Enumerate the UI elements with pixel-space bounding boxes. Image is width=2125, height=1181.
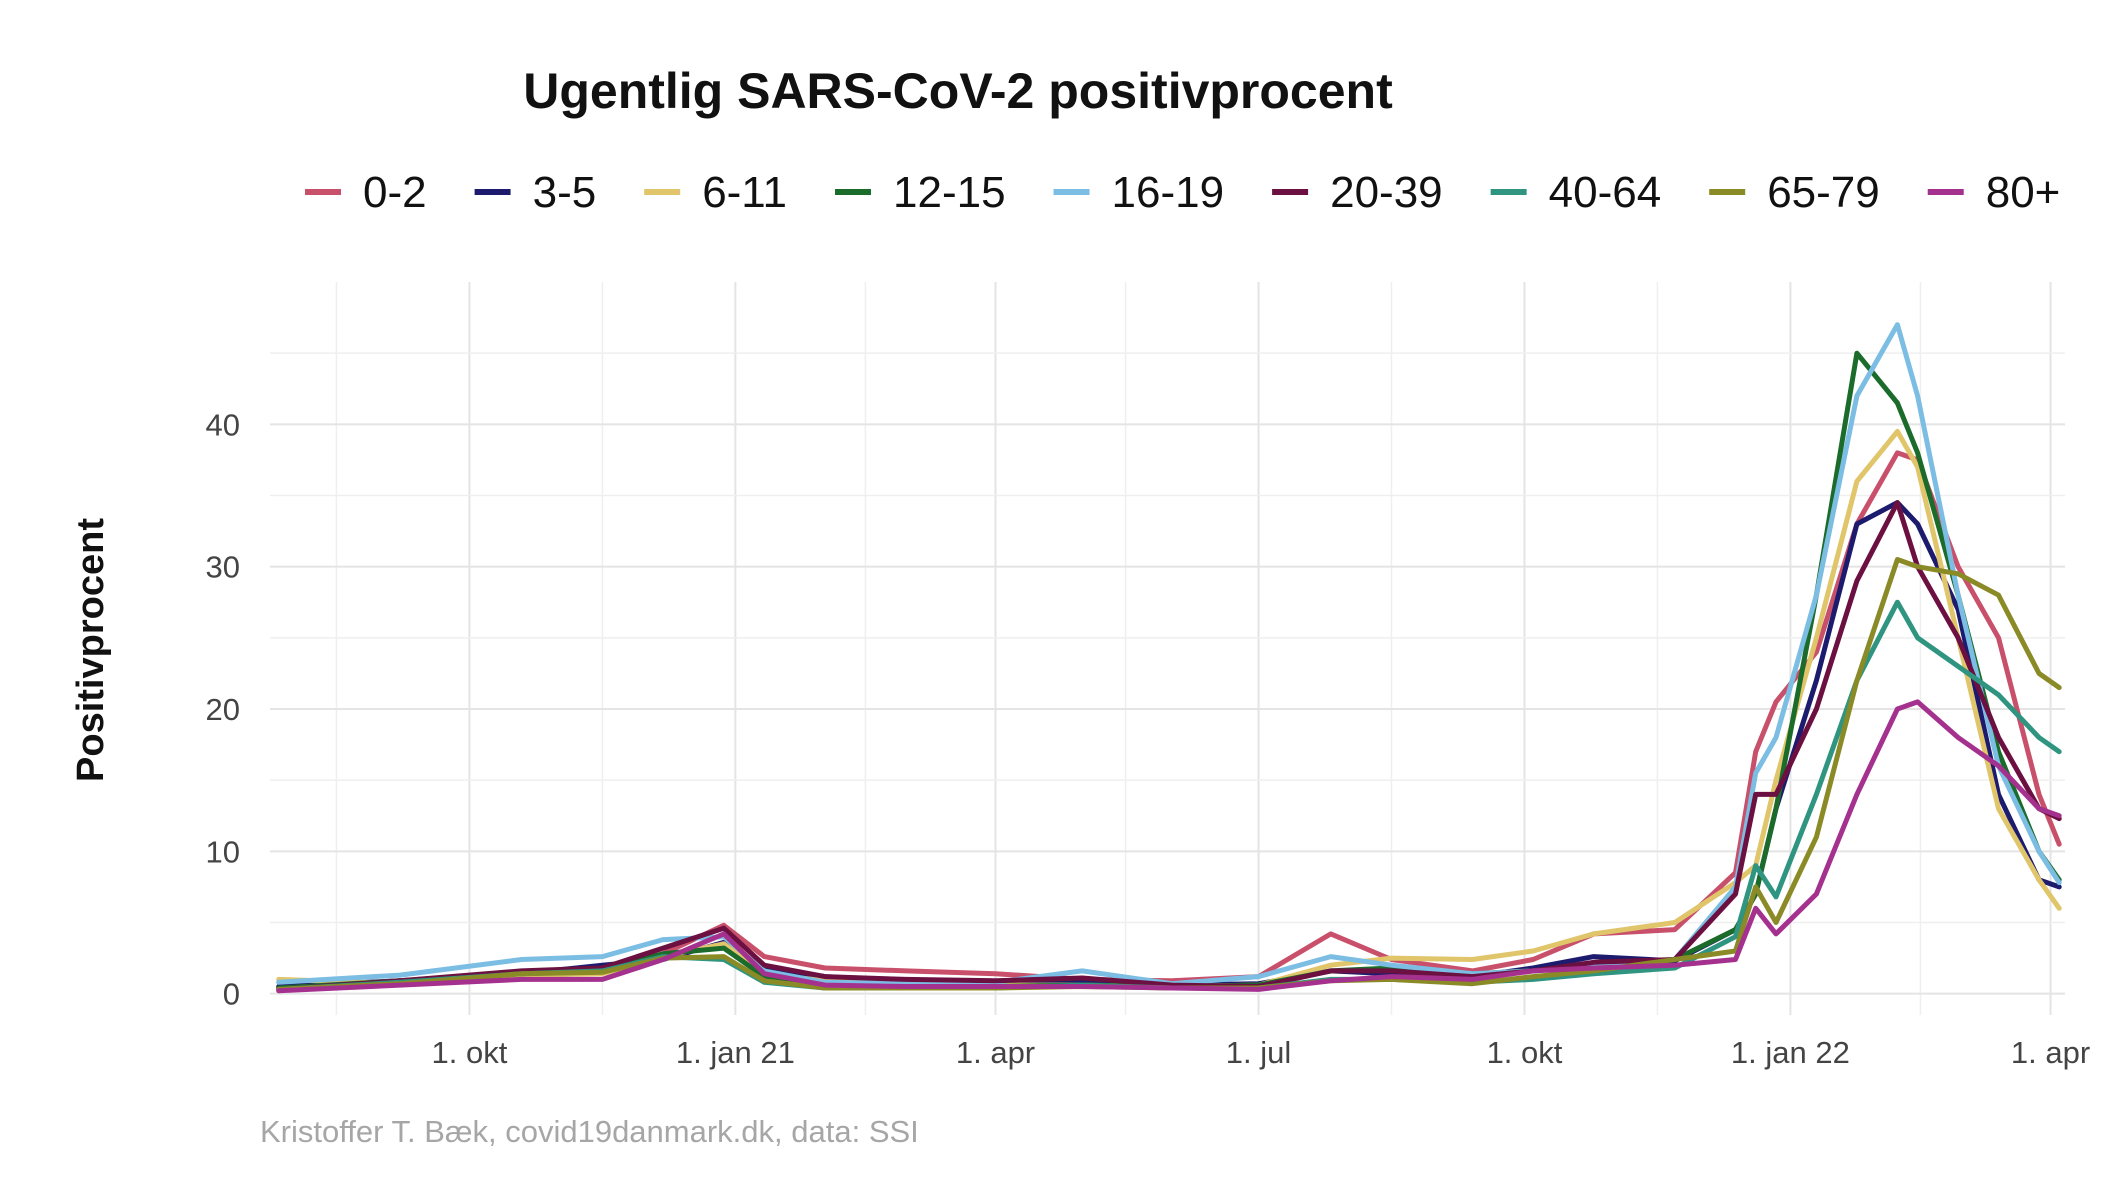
legend-label-16-19: 16-19 [1112, 168, 1225, 217]
x-tick-label: 1. okt [1487, 1035, 1563, 1070]
legend-label-12-15: 12-15 [893, 168, 1006, 217]
series-line-65-79 [276, 557, 2062, 992]
y-axis-label: Positivprocent [70, 518, 112, 782]
x-tick-label: 1. jan 21 [676, 1035, 795, 1070]
legend: 0-2 3-5 6-11 12-15 16-19 20-39 40-64 65-79 80+ [305, 168, 2060, 217]
y-tick-label: 40 [206, 407, 240, 442]
series-lines [276, 322, 2062, 994]
series-line-80+ [276, 699, 2062, 994]
series-line-6-11 [276, 428, 2062, 989]
x-tick-label: 1. apr [2011, 1035, 2090, 1070]
y-tick-label: 30 [206, 550, 240, 585]
legend-label-0-2: 0-2 [363, 168, 427, 217]
y-axis-ticks: 0 10 20 30 40 [206, 407, 240, 1011]
series-line-20-39 [276, 500, 2062, 992]
chart-caption: Kristoffer T. Bæk, covid19danmark.dk, da… [260, 1114, 919, 1149]
y-tick-label: 10 [206, 834, 240, 869]
x-tick-label: 1. apr [956, 1035, 1035, 1070]
x-tick-label: 1. jul [1226, 1035, 1291, 1070]
y-tick-label: 0 [223, 977, 240, 1012]
legend-label-20-39: 20-39 [1330, 168, 1443, 217]
x-tick-label: 1. okt [432, 1035, 508, 1070]
x-axis-ticks: 1. okt 1. jan 21 1. apr 1. jul 1. okt 1. jan … [432, 1035, 2091, 1070]
legend-label-6-11: 6-11 [702, 168, 787, 217]
x-tick-label: 1. jan 22 [1731, 1035, 1850, 1070]
y-tick-label: 20 [206, 692, 240, 727]
legend-label-40-64: 40-64 [1549, 168, 1662, 217]
chart-title: Ugentlig SARS-CoV-2 positivprocent [523, 63, 1393, 119]
legend-label-65-79: 65-79 [1767, 168, 1880, 217]
legend-label-3-5: 3-5 [533, 168, 597, 217]
legend-label-80+: 80+ [1986, 168, 2061, 217]
